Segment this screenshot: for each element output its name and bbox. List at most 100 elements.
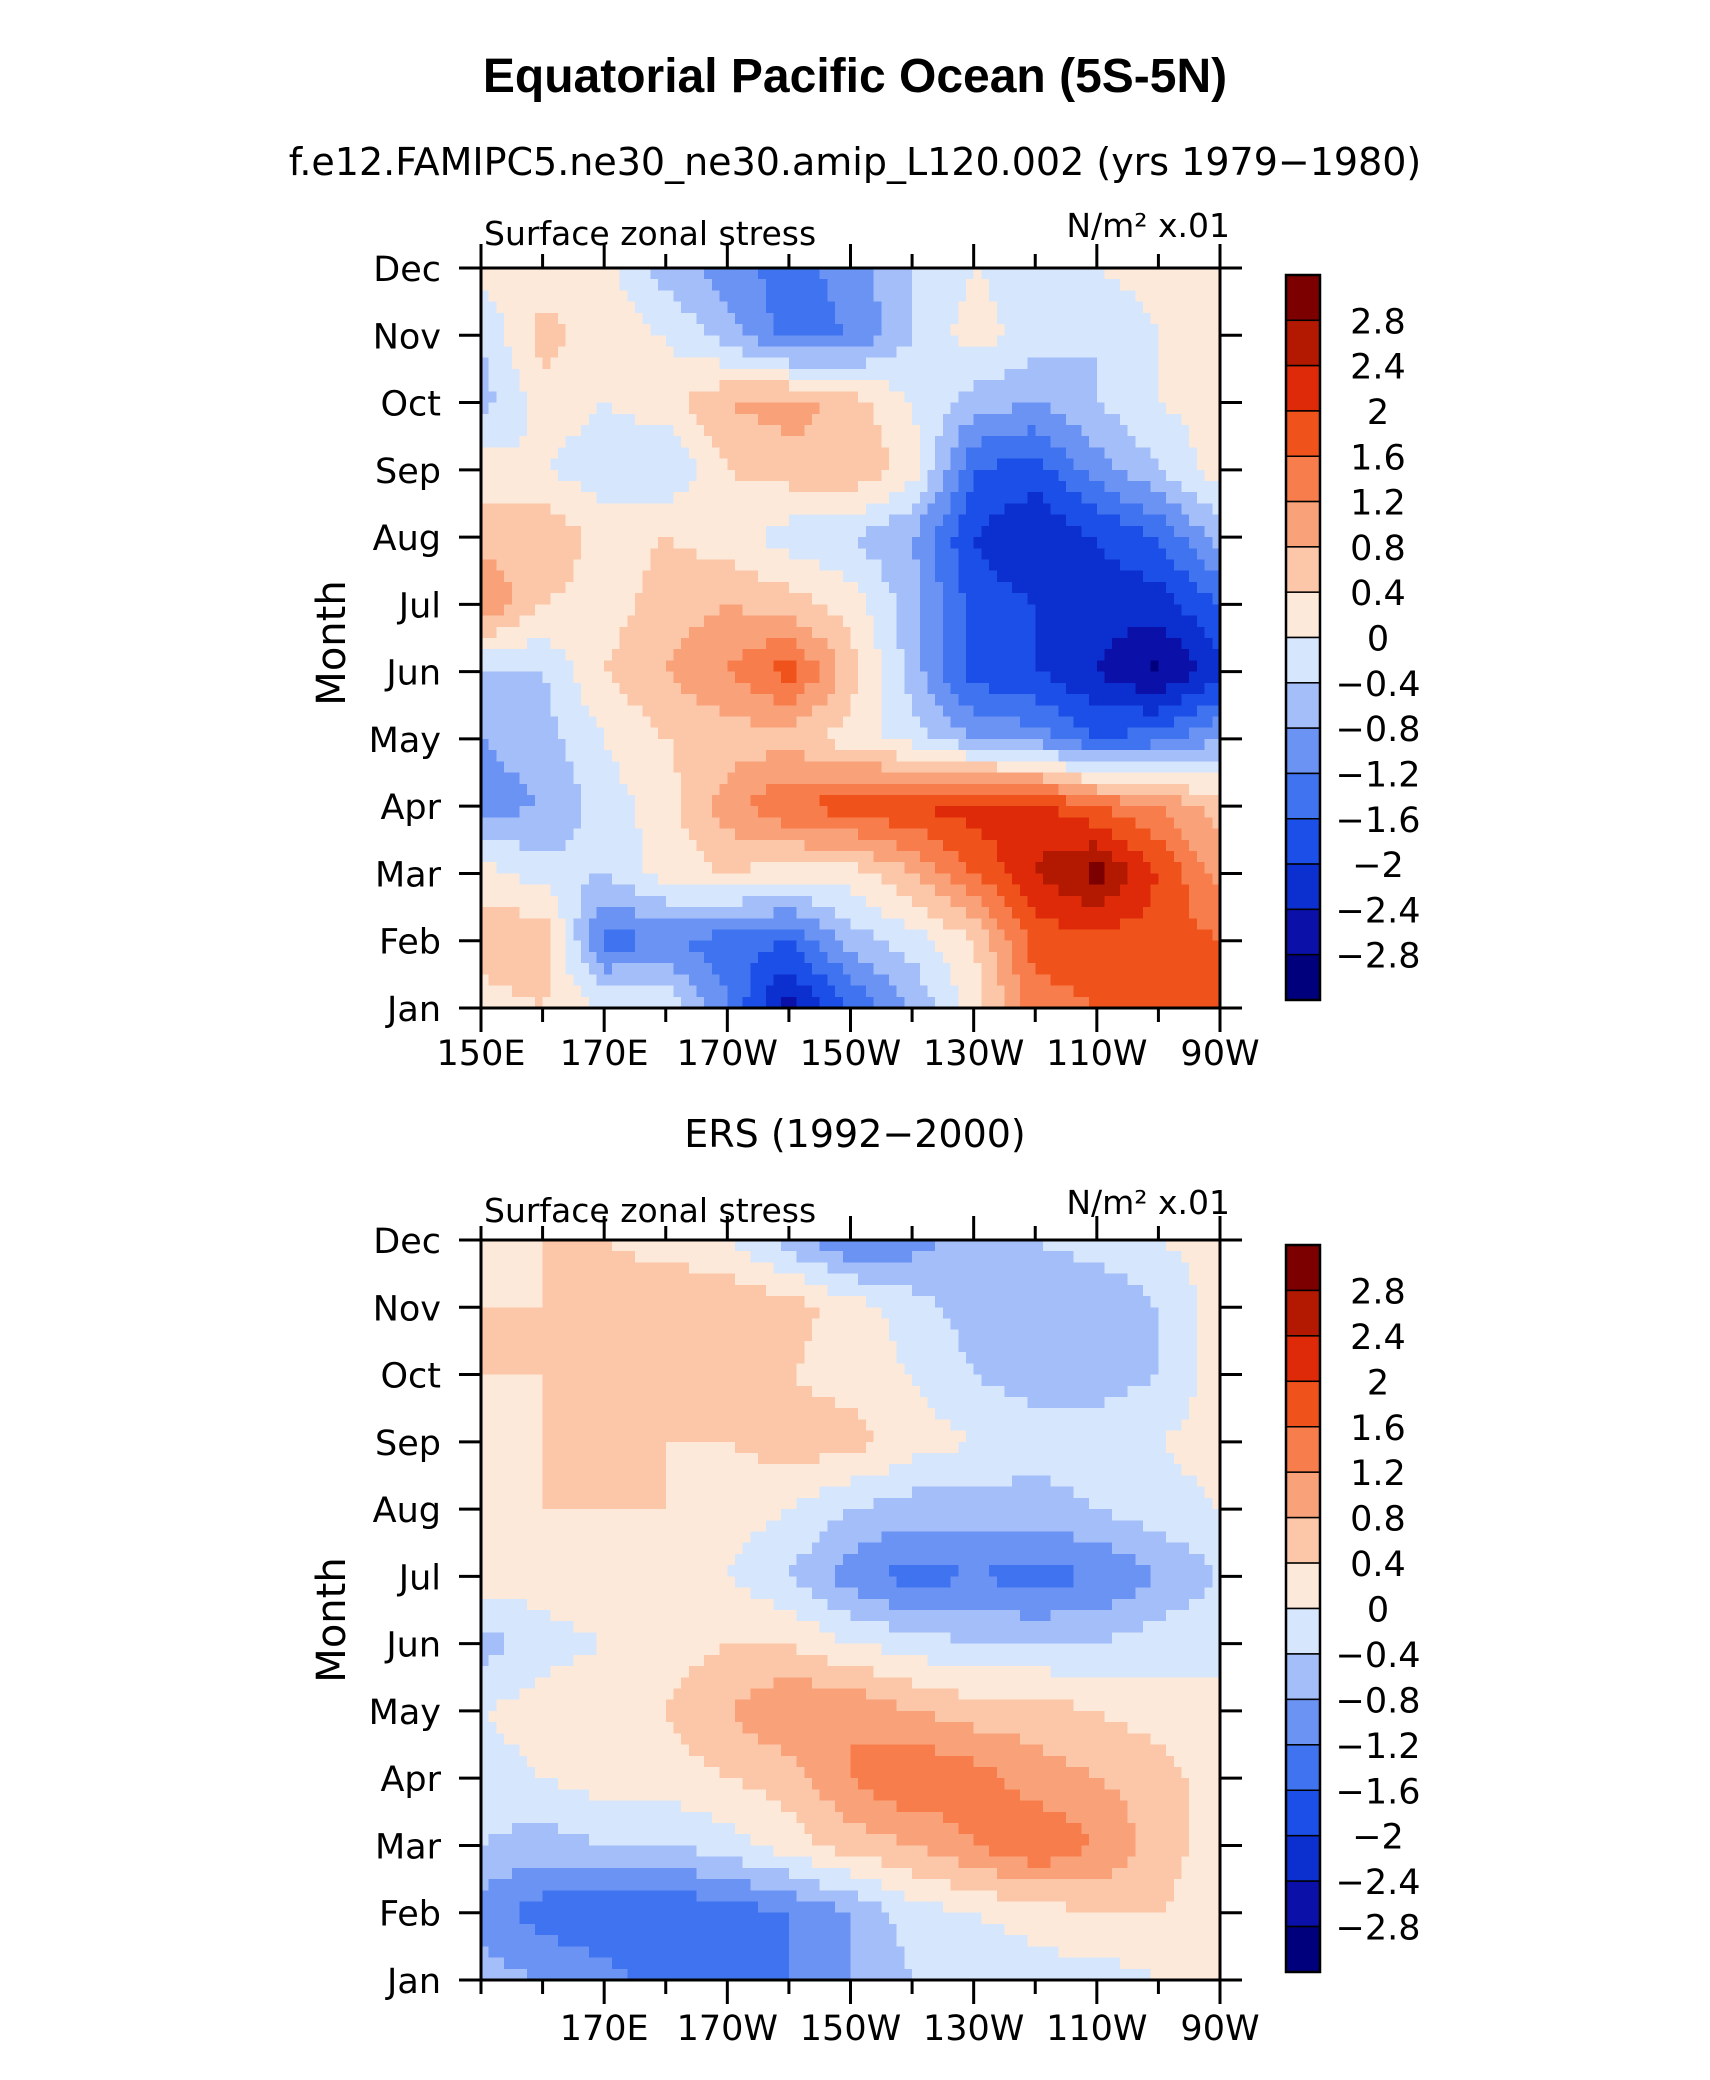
heatmap-cell <box>942 402 952 415</box>
heatmap-cell <box>796 391 805 404</box>
heatmap-cell <box>1089 604 1098 617</box>
heatmap-cell <box>842 268 852 280</box>
heatmap-cell <box>850 469 859 482</box>
heatmap-cell <box>696 357 705 370</box>
heatmap-cell <box>573 750 582 762</box>
heatmap-cell <box>781 357 790 370</box>
heatmap-cell <box>619 458 628 471</box>
heatmap-cell <box>742 492 752 505</box>
heatmap-cell <box>1150 368 1160 381</box>
heatmap-cell <box>719 682 728 695</box>
heatmap-cell <box>850 570 859 583</box>
heatmap-cell <box>481 705 490 718</box>
heatmap-cell <box>835 649 844 662</box>
heatmap-cell <box>673 301 682 314</box>
heatmap-cell <box>542 268 551 280</box>
heatmap-cell <box>927 436 936 448</box>
heatmap-cell <box>1027 391 1036 404</box>
heatmap-cell <box>950 301 959 314</box>
heatmap-cell <box>1058 581 1067 594</box>
heatmap-cell <box>488 570 497 583</box>
heatmap-cell <box>1189 761 1198 774</box>
heatmap-cell <box>1004 391 1013 404</box>
heatmap-cell <box>912 492 921 505</box>
heatmap-cell <box>1173 738 1183 751</box>
heatmap-cell <box>1173 335 1183 348</box>
heatmap-cell <box>958 772 967 785</box>
heatmap-cell <box>527 447 536 460</box>
heatmap-cell <box>604 492 613 505</box>
heatmap-cell <box>804 391 813 404</box>
heatmap-cell <box>542 761 551 774</box>
heatmap-cell <box>1189 413 1198 426</box>
heatmap-cell <box>1104 380 1113 392</box>
heatmap-cell <box>1066 380 1075 392</box>
heatmap-cell <box>1196 268 1206 280</box>
heatmap-cell <box>965 424 975 437</box>
heatmap-cell <box>865 335 875 348</box>
heatmap-cell <box>550 649 559 662</box>
heatmap-cell <box>850 436 859 448</box>
heatmap-cell <box>865 761 875 774</box>
heatmap-cell <box>781 738 790 751</box>
heatmap-cell <box>842 447 852 460</box>
heatmap-cell <box>504 671 513 684</box>
heatmap-cell <box>850 660 859 673</box>
heatmap-cell <box>758 615 767 628</box>
heatmap-cell <box>935 424 944 437</box>
heatmap-cell <box>1181 817 1190 830</box>
heatmap-cell <box>496 548 505 561</box>
heatmap-cell <box>742 335 752 348</box>
heatmap-cell <box>773 716 782 729</box>
heatmap-cell <box>650 626 659 639</box>
heatmap-cell <box>850 794 859 807</box>
heatmap-cell <box>735 391 744 404</box>
heatmap-cell <box>1058 537 1067 549</box>
heatmap-cell <box>1189 424 1198 437</box>
heatmap-cell <box>1189 279 1198 292</box>
heatmap-cell <box>481 436 490 448</box>
heatmap-cell <box>634 839 644 852</box>
heatmap-cell <box>596 346 605 359</box>
heatmap-cell <box>565 335 574 348</box>
heatmap-cell <box>888 268 898 280</box>
heatmap-cell <box>842 783 852 796</box>
heatmap-cell <box>996 694 1006 706</box>
heatmap-cell <box>1050 447 1059 460</box>
heatmap-cell <box>735 694 744 706</box>
heatmap-cell <box>727 626 736 639</box>
heatmap-cell <box>704 380 713 392</box>
heatmap-cell <box>812 570 821 583</box>
heatmap-cell <box>1027 324 1036 336</box>
heatmap-cell <box>1027 469 1036 482</box>
heatmap-cell <box>704 391 713 404</box>
heatmap-cell <box>935 615 944 628</box>
heatmap-cell <box>788 671 798 684</box>
heatmap-cell <box>1119 458 1129 471</box>
heatmap-cell <box>942 413 952 426</box>
heatmap-cell <box>896 772 905 785</box>
heatmap-cell <box>634 312 644 325</box>
heatmap-cell <box>950 447 959 460</box>
heatmap-cell <box>1158 368 1167 381</box>
heatmap-cell <box>711 290 721 303</box>
heatmap-cell <box>1143 346 1152 359</box>
heatmap-cell <box>958 368 967 381</box>
heatmap-cell <box>1104 570 1113 583</box>
heatmap-cell <box>996 290 1006 303</box>
heatmap-cell <box>919 604 929 617</box>
heatmap-cell <box>989 268 998 280</box>
heatmap-cell <box>665 447 675 460</box>
heatmap-cell <box>1012 694 1021 706</box>
heatmap-cell <box>973 615 982 628</box>
heatmap-cell <box>557 649 567 662</box>
heatmap-cell <box>696 761 705 774</box>
heatmap-cell <box>750 335 759 348</box>
heatmap-cell <box>1127 413 1136 426</box>
heatmap-cell <box>765 761 775 774</box>
heatmap-cell <box>896 559 905 572</box>
heatmap-cell <box>942 436 952 448</box>
heatmap-cell <box>973 380 982 392</box>
heatmap-cell <box>1196 828 1206 841</box>
heatmap-cell <box>1019 346 1029 359</box>
